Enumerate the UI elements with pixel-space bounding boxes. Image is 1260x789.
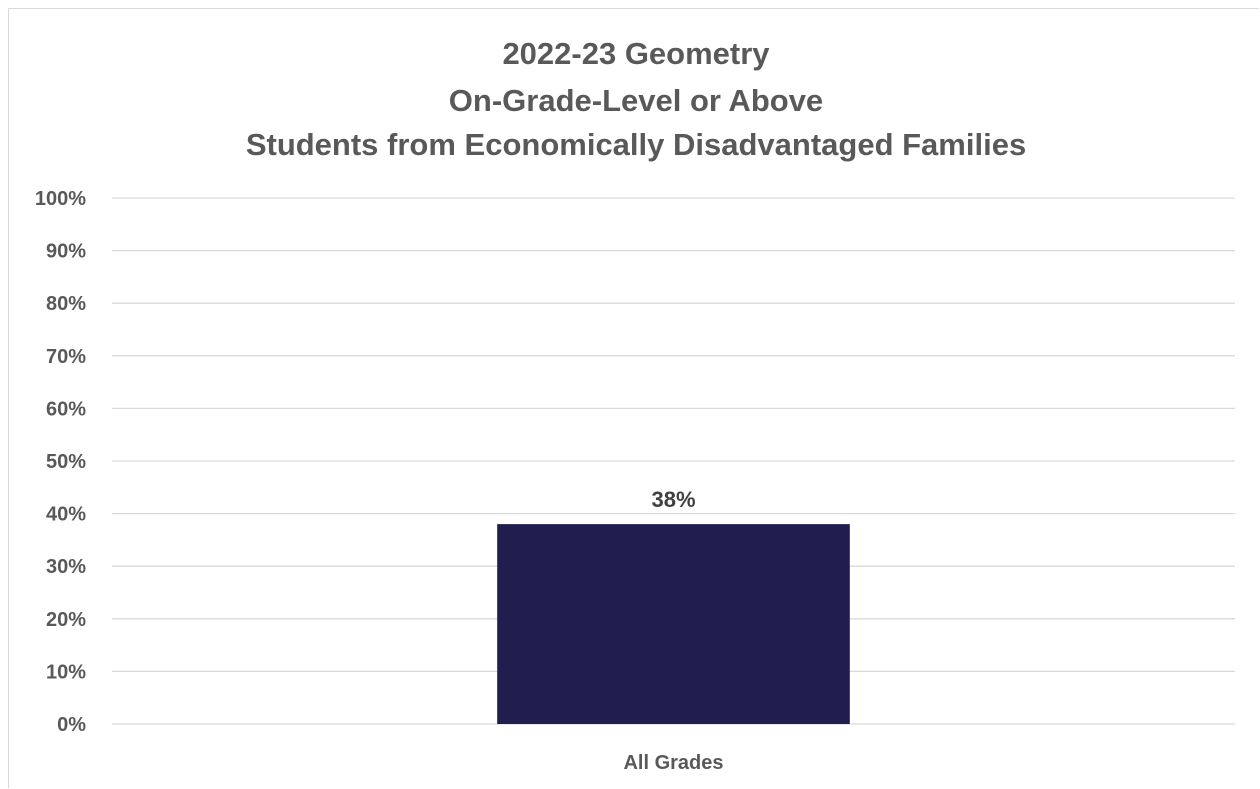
bar (497, 524, 850, 724)
y-tick-label: 40% (46, 504, 86, 526)
x-tick-label: All Grades (623, 752, 723, 774)
chart-title: 2022-23 Geometry On-Grade-Level or Above… (246, 36, 1026, 162)
y-axis-tick-labels: 0% 10% 20% 30% 40% 50% 60% 70% 80% 90% 100% (35, 188, 86, 736)
data-labels: 38% (651, 487, 695, 512)
y-tick-label: 60% (46, 398, 86, 420)
y-tick-label: 90% (46, 241, 86, 263)
y-tick-label: 70% (46, 346, 86, 368)
chart-title-line-2: On-Grade-Level or Above (449, 83, 823, 118)
x-axis-tick-labels: All Grades (623, 752, 723, 774)
y-tick-label: 0% (57, 714, 86, 736)
bar-data-label: 38% (651, 487, 695, 512)
y-tick-label: 10% (46, 661, 86, 683)
y-tick-label: 50% (46, 451, 86, 473)
y-tick-label: 30% (46, 556, 86, 578)
y-tick-label: 20% (46, 609, 86, 631)
chart-title-line-3: Students from Economically Disadvantaged… (246, 127, 1026, 162)
y-tick-label: 80% (46, 293, 86, 315)
bars (497, 524, 850, 724)
y-tick-label: 100% (35, 188, 86, 210)
chart-title-line-1: 2022-23 Geometry (502, 36, 770, 71)
